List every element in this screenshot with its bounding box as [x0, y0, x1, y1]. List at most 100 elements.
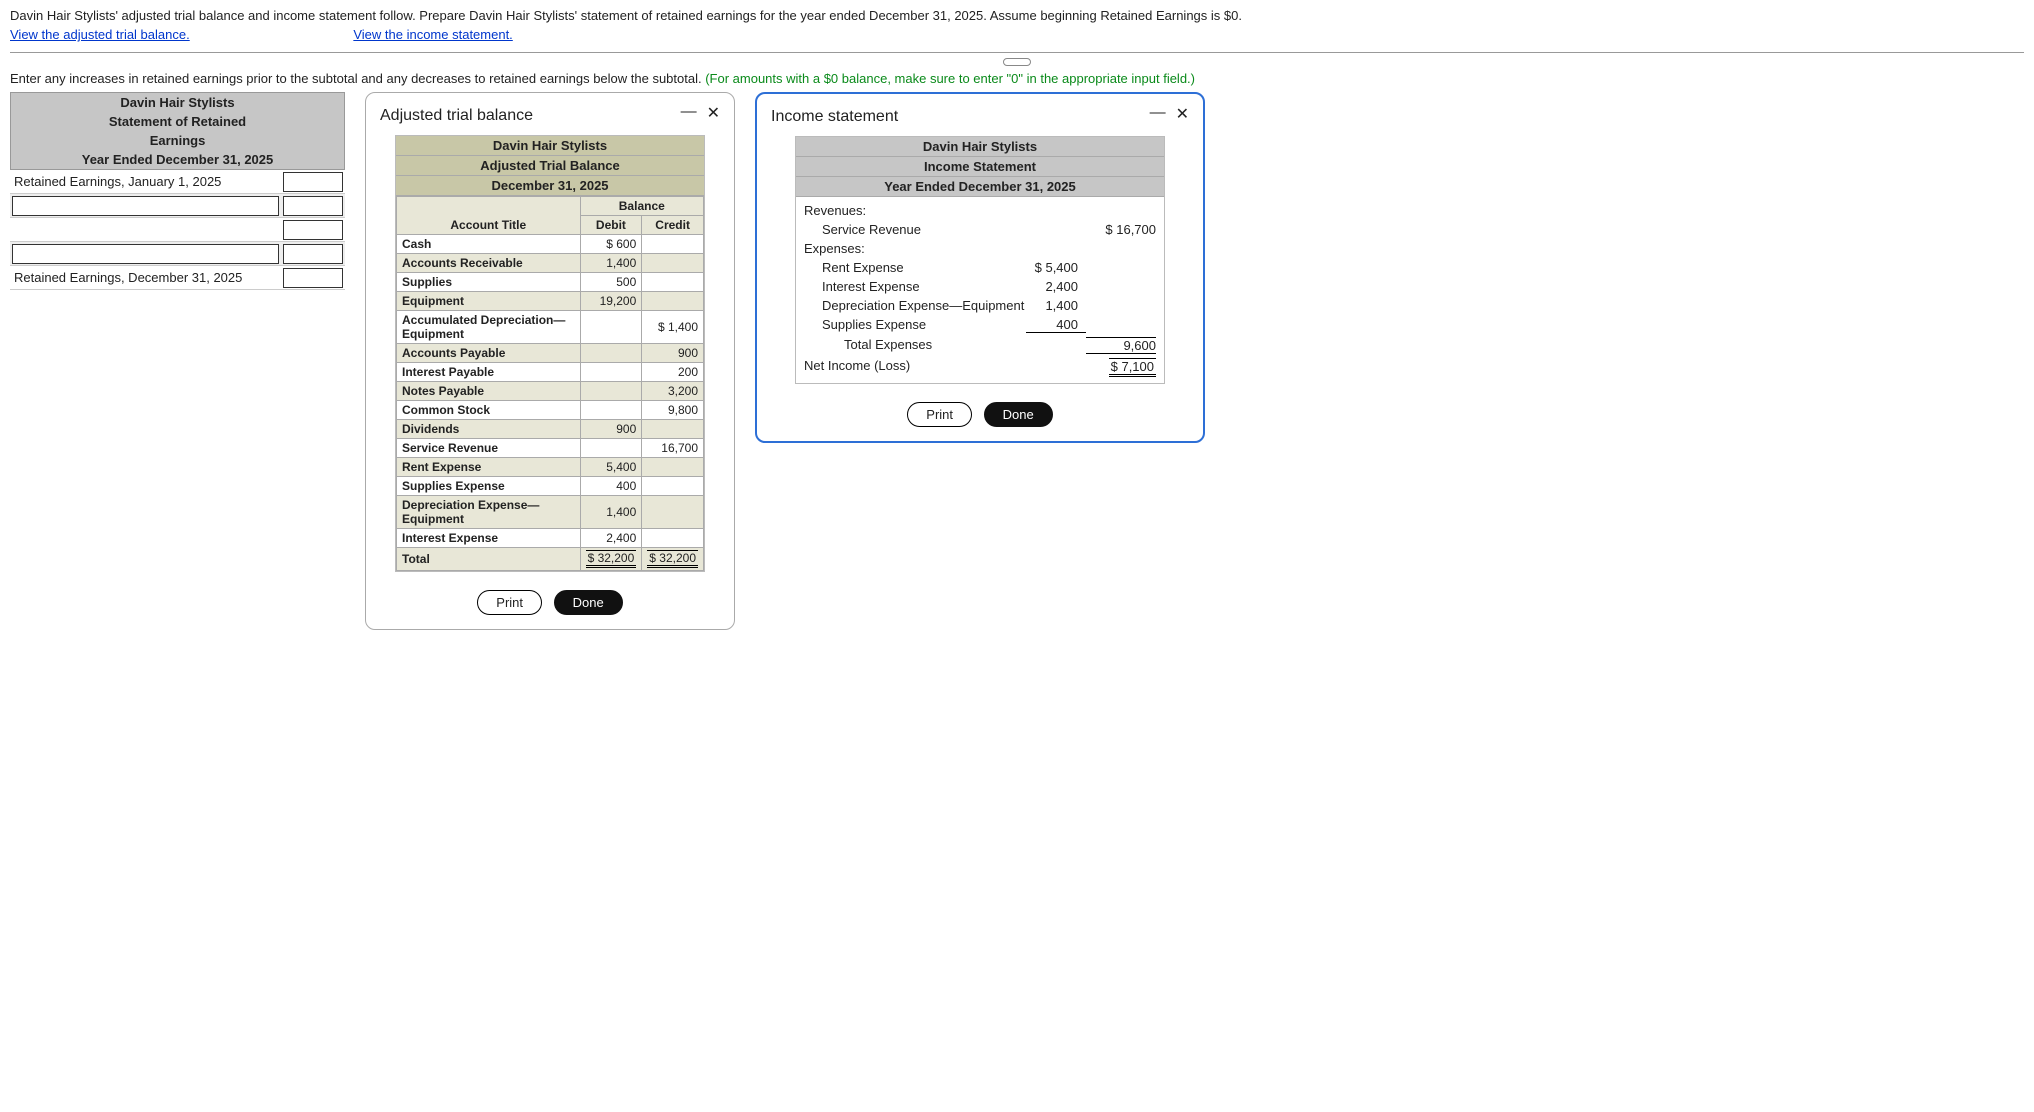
atb-print-button[interactable]: Print	[477, 590, 542, 615]
ws-deduction-label-input[interactable]	[12, 244, 279, 264]
is-print-button[interactable]: Print	[907, 402, 972, 427]
atb-credit-cell: 16,700	[642, 439, 704, 458]
link-view-is[interactable]: View the income statement.	[353, 27, 512, 42]
atb-acct-cell: Accounts Receivable	[397, 254, 581, 273]
is-exp-label: Supplies Expense	[804, 317, 1026, 333]
atb-debit-cell: 900	[580, 420, 642, 439]
ws-deduction-amount-input[interactable]	[283, 244, 343, 264]
is-done-button[interactable]: Done	[984, 402, 1053, 427]
ws-begin-amount-input[interactable]	[283, 172, 343, 192]
atb-debit-cell: 5,400	[580, 458, 642, 477]
is-svc-rev-amt: $ 16,700	[1086, 222, 1156, 237]
atb-credit-cell: 3,200	[642, 382, 704, 401]
atb-debit-cell: $ 600	[580, 235, 642, 254]
atb-col-credit: Credit	[642, 216, 704, 235]
atb-col-debit: Debit	[580, 216, 642, 235]
atb-acct-cell: Rent Expense	[397, 458, 581, 477]
atb-debit-cell: 400	[580, 477, 642, 496]
atb-acct-cell: Supplies	[397, 273, 581, 292]
is-exp-label: Depreciation Expense—Equipment	[804, 298, 1026, 313]
is-exp-amt: $ 5,400	[1026, 260, 1086, 275]
atb-debit-cell	[580, 401, 642, 420]
is-minimize-icon[interactable]: —	[1150, 104, 1166, 124]
ws-h2: Statement of Retained	[11, 112, 344, 131]
is-net-amt: $ 7,100	[1109, 358, 1156, 377]
atb-minimize-icon[interactable]: —	[681, 103, 697, 123]
is-revenues-label: Revenues:	[804, 203, 1156, 218]
is-exp-amt: 2,400	[1026, 279, 1086, 294]
atb-credit-cell	[642, 292, 704, 311]
ws-row-end-label: Retained Earnings, December 31, 2025	[10, 268, 281, 287]
instruction: Enter any increases in retained earnings…	[10, 71, 2024, 86]
atb-acct-cell: Supplies Expense	[397, 477, 581, 496]
prompt-text: Davin Hair Stylists' adjusted trial bala…	[10, 8, 2024, 23]
atb-acct-cell: Service Revenue	[397, 439, 581, 458]
atb-table: Account Title Balance Debit Credit Cash$…	[396, 196, 704, 571]
ws-h3: Earnings	[11, 131, 344, 150]
atb-total-credit: $ 32,200	[647, 550, 698, 568]
atb-credit-cell	[642, 496, 704, 529]
resize-handle[interactable]	[1003, 58, 1031, 66]
atb-acct-cell: Equipment	[397, 292, 581, 311]
atb-credit-cell	[642, 273, 704, 292]
atb-acct-cell: Depreciation Expense—Equipment	[397, 496, 581, 529]
atb-credit-cell	[642, 235, 704, 254]
is-h3: Year Ended December 31, 2025	[796, 177, 1164, 197]
atb-col-acct: Account Title	[397, 197, 581, 235]
is-total-exp-amt: 9,600	[1086, 337, 1156, 354]
atb-debit-cell: 500	[580, 273, 642, 292]
atb-acct-cell: Interest Payable	[397, 363, 581, 382]
atb-acct-cell: Cash	[397, 235, 581, 254]
ws-subtotal-amount-input[interactable]	[283, 220, 343, 240]
atb-acct-cell: Accumulated Depreciation—Equipment	[397, 311, 581, 344]
atb-debit-cell	[580, 344, 642, 363]
atb-popup: — ✕ Adjusted trial balance Davin Hair St…	[365, 92, 735, 630]
is-exp-label: Rent Expense	[804, 260, 1026, 275]
is-svc-rev-label: Service Revenue	[804, 222, 1026, 237]
atb-total-label: Total	[397, 548, 581, 571]
atb-debit-cell	[580, 311, 642, 344]
atb-credit-cell	[642, 477, 704, 496]
ws-addition-amount-input[interactable]	[283, 196, 343, 216]
ws-h4: Year Ended December 31, 2025	[11, 150, 344, 169]
atb-debit-cell	[580, 439, 642, 458]
is-close-icon[interactable]: ✕	[1176, 104, 1189, 124]
is-title: Income statement	[771, 108, 1189, 126]
atb-acct-cell: Interest Expense	[397, 529, 581, 548]
atb-credit-cell	[642, 420, 704, 439]
is-total-exp-label: Total Expenses	[804, 337, 1026, 354]
atb-debit-cell: 2,400	[580, 529, 642, 548]
ws-row-begin-label: Retained Earnings, January 1, 2025	[10, 172, 281, 191]
link-view-atb[interactable]: View the adjusted trial balance.	[10, 27, 190, 42]
ws-addition-label-input[interactable]	[12, 196, 279, 216]
is-h1: Davin Hair Stylists	[796, 137, 1164, 157]
atb-debit-cell: 1,400	[580, 496, 642, 529]
atb-debit-cell	[580, 363, 642, 382]
atb-credit-cell: 9,800	[642, 401, 704, 420]
is-popup: — ✕ Income statement Davin Hair Stylists…	[755, 92, 1205, 443]
ws-h1: Davin Hair Stylists	[11, 93, 344, 112]
atb-close-icon[interactable]: ✕	[707, 103, 720, 123]
atb-credit-cell: 200	[642, 363, 704, 382]
atb-acct-cell: Notes Payable	[397, 382, 581, 401]
is-exp-label: Interest Expense	[804, 279, 1026, 294]
atb-title: Adjusted trial balance	[380, 107, 720, 125]
worksheet: Davin Hair Stylists Statement of Retaine…	[10, 92, 345, 290]
atb-h2: Adjusted Trial Balance	[396, 156, 704, 176]
ws-end-amount-input[interactable]	[283, 268, 343, 288]
is-inner: Davin Hair Stylists Income Statement Yea…	[795, 136, 1165, 384]
is-net-label: Net Income (Loss)	[804, 358, 1026, 377]
atb-total-debit: $ 32,200	[586, 550, 637, 568]
instruction-black: Enter any increases in retained earnings…	[10, 71, 705, 86]
is-h2: Income Statement	[796, 157, 1164, 177]
atb-credit-cell	[642, 529, 704, 548]
ws-subtotal-spacer	[10, 228, 281, 232]
is-exp-amt: 400	[1026, 317, 1086, 333]
is-exp-amt: 1,400	[1026, 298, 1086, 313]
atb-debit-cell	[580, 382, 642, 401]
atb-credit-cell: 900	[642, 344, 704, 363]
is-expenses-label: Expenses:	[804, 241, 1156, 256]
worksheet-header: Davin Hair Stylists Statement of Retaine…	[10, 92, 345, 170]
atb-done-button[interactable]: Done	[554, 590, 623, 615]
instruction-green: (For amounts with a $0 balance, make sur…	[705, 71, 1195, 86]
